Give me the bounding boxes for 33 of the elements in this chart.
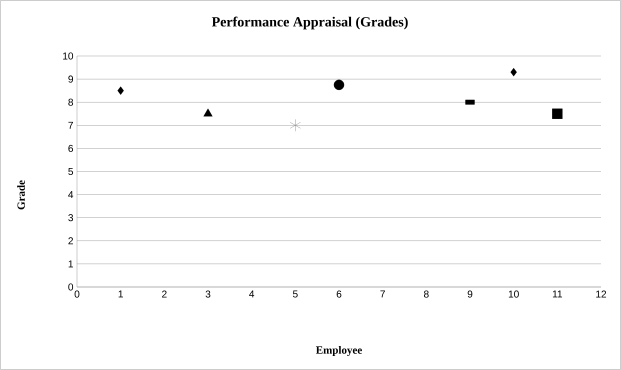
y-tick-label: 4 [68, 191, 74, 198]
chart-title: Performance Appraisal (Grades) [212, 16, 408, 30]
point [334, 80, 344, 90]
x-tick-label: 5 [292, 290, 298, 298]
y-tick-label: 7 [68, 122, 73, 129]
point [117, 86, 124, 95]
y-tick-label: 9 [68, 76, 74, 83]
point [203, 108, 213, 116]
x-tick-label: 7 [380, 290, 385, 298]
x-tick-label: 9 [468, 290, 472, 298]
point [510, 68, 517, 76]
y-tick-label: 6 [68, 144, 74, 152]
y-tick-label: 8 [68, 98, 74, 106]
y-tick-label: 0 [68, 283, 74, 291]
x-tick-label: 10 [508, 290, 519, 298]
x-tick-label: 3 [206, 290, 210, 298]
x-axis-title: Employee [316, 346, 362, 356]
x-tick-label: 6 [336, 290, 342, 298]
point [552, 108, 563, 119]
x-tick-label: 8 [424, 290, 429, 298]
x-tick-label: 0 [74, 290, 80, 298]
point [290, 119, 301, 132]
x-tick-label: 2 [162, 290, 167, 298]
y-tick-label: 10 [63, 52, 74, 60]
y-axis-title: Grade [17, 180, 25, 210]
y-tick-label: 3 [68, 214, 74, 222]
x-tick-label: 1 [118, 290, 123, 298]
y-tick-label: 5 [68, 168, 74, 175]
x-tick-label: 11 [552, 290, 562, 298]
x-tick-label: 4 [249, 290, 254, 298]
y-tick-label: 2 [68, 237, 73, 244]
x-tick-label: 12 [596, 290, 606, 298]
y-tick-label: 1 [68, 260, 73, 268]
